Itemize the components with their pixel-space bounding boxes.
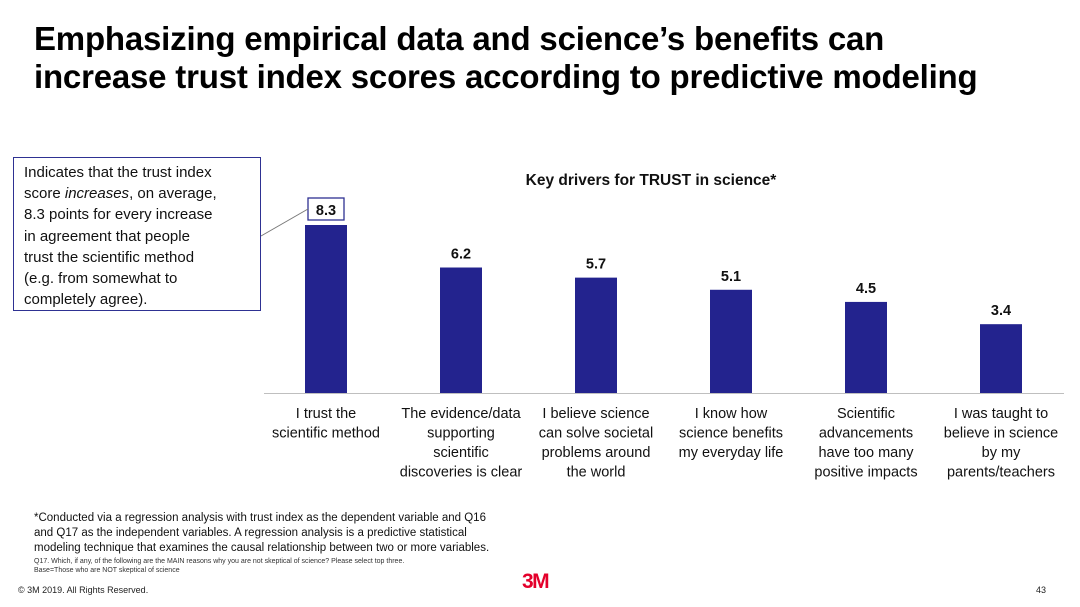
bar-1 bbox=[305, 225, 347, 393]
bar-5 bbox=[845, 301, 887, 393]
bar-4 bbox=[710, 289, 752, 393]
value-label-6: 3.4 bbox=[991, 303, 1011, 319]
category-label-1-line-2: scientific method bbox=[272, 426, 380, 442]
category-label-6-line-2: believe in science bbox=[944, 426, 1058, 442]
callout-line-3: 8.3 points for every increase bbox=[24, 206, 213, 224]
category-label-2-line-3: scientific bbox=[433, 445, 489, 461]
category-label-4-line-3: my everyday life bbox=[679, 445, 784, 461]
bar-6 bbox=[980, 324, 1022, 393]
slide-title: Emphasizing empirical data and science’s… bbox=[34, 20, 1064, 96]
category-label-3-line-2: can solve societal bbox=[539, 426, 653, 442]
category-label-6-line-3: by my bbox=[982, 445, 1021, 461]
footnote: *Conducted via a regression analysis wit… bbox=[34, 511, 634, 556]
callout-line-5: trust the scientific method bbox=[24, 248, 195, 266]
category-label-4-line-1: I know how bbox=[695, 406, 768, 422]
callout-line-4: in agreement that people bbox=[24, 227, 190, 245]
value-label-3: 5.7 bbox=[586, 257, 606, 273]
category-label-4-line-2: science benefits bbox=[679, 426, 783, 442]
callout-emphasis: increases bbox=[64, 185, 130, 203]
value-label-4: 5.1 bbox=[721, 269, 741, 285]
slide-title-line-1: Emphasizing empirical data and science’s… bbox=[34, 20, 885, 57]
value-label-1: 8.3 bbox=[316, 203, 336, 219]
footnote-line-1: *Conducted via a regression analysis wit… bbox=[34, 512, 486, 524]
bar-3 bbox=[575, 277, 617, 393]
category-label-3-line-1: I believe science bbox=[542, 406, 649, 422]
category-label-5-line-1: Scientific bbox=[837, 406, 895, 422]
footnote-line-2: and Q17 as the independent variables. A … bbox=[34, 527, 467, 539]
callout-line-1: Indicates that the trust index bbox=[24, 164, 212, 181]
category-label-2-line-4: discoveries is clear bbox=[400, 465, 523, 481]
category-label-2-line-1: The evidence/data bbox=[401, 406, 521, 422]
callout-line-6: (e.g. from somewhat to bbox=[24, 270, 178, 288]
callout-line-2: score increases, on average, bbox=[24, 183, 260, 204]
callout-box: Indicates that the trust index score inc… bbox=[13, 157, 261, 311]
page-number: 43 bbox=[1036, 585, 1047, 595]
category-label-5-line-2: advancements bbox=[819, 426, 913, 442]
slide-title-line-2: increase trust index scores according to… bbox=[34, 58, 978, 95]
category-label-6-line-1: I was taught to bbox=[954, 406, 1048, 422]
survey-note: Q17. Which, if any, of the following are… bbox=[34, 557, 404, 575]
copyright: © 3M 2019. All Rights Reserved. bbox=[18, 585, 149, 595]
callout-line-7: completely agree). bbox=[24, 291, 148, 309]
category-label-5-line-3: have too many bbox=[818, 445, 914, 461]
survey-base: Base=Those who are NOT skeptical of scie… bbox=[34, 567, 180, 574]
callout-connector bbox=[260, 208, 309, 237]
survey-question: Q17. Which, if any, of the following are… bbox=[34, 558, 405, 565]
category-label-3-line-4: the world bbox=[567, 465, 626, 481]
callout-line-2-suffix: , on average, bbox=[129, 185, 217, 203]
bar-2 bbox=[440, 267, 482, 393]
value-label-5: 4.5 bbox=[856, 281, 876, 297]
footnote-line-3: modeling technique that examines the cau… bbox=[34, 542, 490, 554]
3m-logo: 3M bbox=[522, 570, 550, 593]
value-label-2: 6.2 bbox=[451, 247, 471, 263]
category-label-5-line-4: positive impacts bbox=[814, 465, 917, 481]
category-label-2-line-2: supporting bbox=[427, 426, 495, 442]
category-label-1-line-1: I trust the bbox=[296, 406, 356, 422]
category-label-6-line-4: parents/teachers bbox=[947, 465, 1055, 481]
callout-line-2-prefix: score bbox=[24, 185, 65, 203]
category-label-3-line-3: problems around bbox=[542, 445, 651, 461]
chart-title: Key drivers for TRUST in science* bbox=[526, 172, 778, 189]
